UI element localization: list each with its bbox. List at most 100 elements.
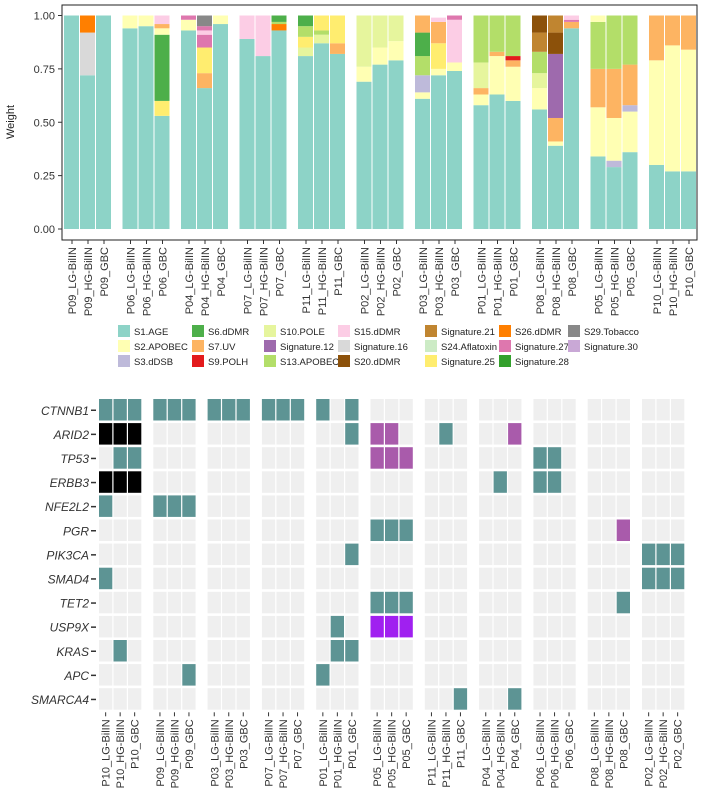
x-tick-label: P05_HG-BilIN [387,719,399,788]
bar-segment [239,15,255,39]
legend-label: S13.APOBEC [280,357,339,368]
heatmap-cell [439,399,453,421]
heatmap-cell [399,567,413,590]
bar-segment [122,15,138,29]
heatmap-cell [642,615,656,638]
legend-swatch [338,340,350,352]
heatmap-cell [424,519,439,541]
heatmap-cell [587,543,601,566]
bar-segment [154,24,170,29]
heatmap-cell [533,640,547,662]
heatmap-cell [508,447,522,469]
heatmap-cell [236,543,250,566]
x-tick-label: P03_GBC [450,247,462,297]
bar-segment [122,28,138,230]
heatmap-cell [399,471,413,493]
x-tick-label: P05_LG-BilIN [594,247,606,314]
heatmap-cell [508,519,522,541]
heatmap-cell [453,567,468,590]
heatmap-cell [547,567,562,590]
x-axis: P09_LG-BilIN P09_HG-BilIN P09_GBC P06_LG-Bi… [67,240,696,316]
bar-segment [447,19,462,63]
bar-segment [298,15,313,27]
heatmap-cell [128,664,142,686]
legend-label: S9.POLH [208,357,248,368]
bar-segment [138,26,154,229]
heatmap-cell [399,447,413,469]
heatmap-cell [508,615,522,638]
heatmap-cell [222,447,236,469]
bar-segment [606,68,622,118]
heatmap-cell [533,591,547,614]
heatmap-cell [493,688,507,710]
heatmap-cell [113,567,127,590]
heatmap-cell [479,615,493,638]
bar-segment [532,32,547,52]
legend-label: Signature.27 [515,342,569,353]
x-tick-label: P07_GBC [293,719,305,769]
x-tick-label: P10_LG-BilIN [101,719,113,786]
heatmap-cell [345,423,359,445]
heatmap-cell [316,495,330,517]
legend-swatch [264,340,276,352]
heatmap-cell [222,519,236,541]
heatmap-cell [182,471,196,493]
bar-segment [96,15,111,229]
heatmap-cell [276,615,290,638]
x-tick-label: P08_GBC [618,719,630,769]
heatmap-cell [207,519,221,541]
heatmap-cell [616,591,630,614]
heatmap-cell [587,447,601,469]
heatmap-cell [493,615,507,638]
legend-swatch [118,355,130,367]
x-tick-label: P08_LG-BilIN [535,247,547,314]
heatmap-cell [424,495,439,517]
heatmap-cell [562,519,576,541]
heatmap-cell [453,591,468,614]
bar-segment [80,15,95,33]
heatmap-cell [453,399,468,421]
x-tick-label: P01_GBC [509,247,521,297]
heatmap-cell [290,543,305,566]
heatmap-cell [424,688,439,710]
x-tick-label: P01_HG-BilIN [332,719,344,788]
heatmap-cell [330,399,344,421]
heatmap-cell [547,519,562,541]
bar-segment [681,171,696,229]
heatmap-cell [261,567,276,590]
bar-segment [532,109,547,229]
heatmap-cell [385,399,399,421]
heatmap-cell [290,519,305,541]
heatmap-cell [276,543,290,566]
heatmap-cell [479,664,493,686]
heatmap-cell [671,567,685,590]
heatmap-cell [113,423,127,445]
x-tick-label: P11_GBC [333,247,345,296]
heatmap-cell [479,447,493,469]
x-tick-label: P08_GBC [567,247,579,297]
bar-segment [564,21,579,29]
heatmap-cell [330,567,344,590]
bar-segment [298,56,313,229]
bar-segment [622,105,638,112]
bar-segment [606,167,622,229]
heatmap-cell [290,640,305,662]
heatmap-cell [330,688,344,710]
heatmap-cell [330,543,344,566]
heatmap-cell [439,519,453,541]
bar-segment [447,15,462,20]
x-tick-label: P04_GBC [216,247,228,297]
heatmap-cell [602,591,616,614]
heatmap-cell [99,615,113,638]
heatmap-cell [547,664,562,686]
heatmap-cell [385,447,399,469]
heatmap-cell [222,423,236,445]
heatmap-cell [533,471,547,493]
heatmap-cell [182,423,196,445]
heatmap-cell [330,640,344,662]
legend-swatch [499,355,511,367]
heatmap-cell [547,471,562,493]
heatmap-cell [439,664,453,686]
heatmap-cell [479,567,493,590]
heatmap-cell [182,664,196,686]
